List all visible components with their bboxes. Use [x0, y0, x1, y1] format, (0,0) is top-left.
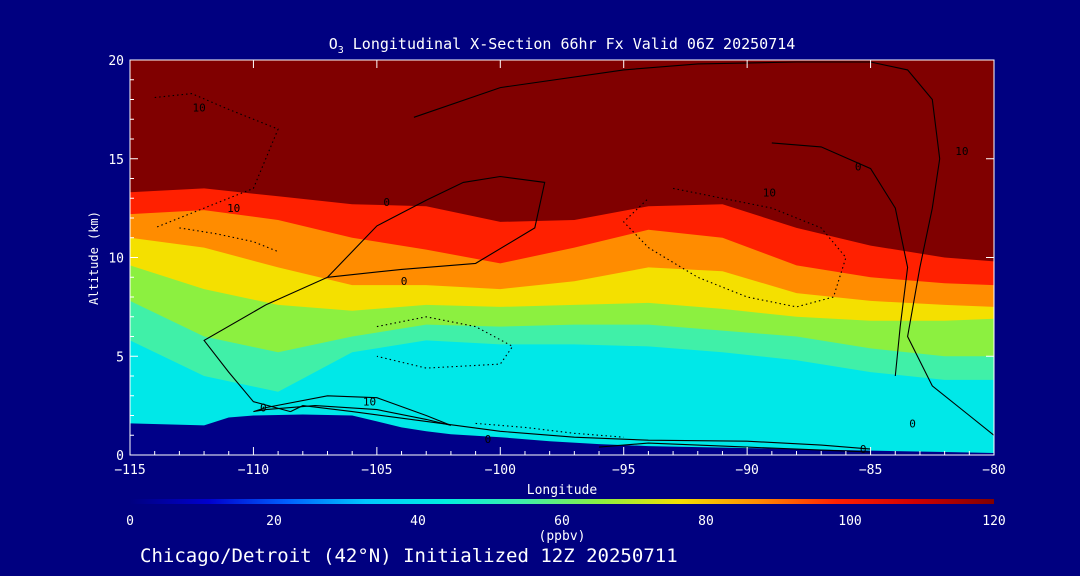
contour-lines	[154, 61, 994, 453]
x-tick-label: −80	[982, 463, 1005, 478]
contour-line-negative	[376, 316, 514, 369]
contour-line-positive	[771, 142, 909, 377]
y-tick-label: 20	[108, 54, 124, 69]
contour-label: 0	[260, 402, 267, 415]
contour-label: 0	[485, 433, 492, 446]
colorbar-tick-label: 60	[554, 514, 570, 529]
contour-label: 10	[227, 202, 240, 215]
colorbar-tick-label: 120	[982, 514, 1005, 529]
contour-label: 0	[401, 275, 408, 288]
contour-label: 0	[860, 443, 867, 456]
contour-line-positive	[203, 175, 546, 413]
colorbar	[130, 499, 994, 504]
band-stratosphere	[130, 60, 994, 262]
y-axis-label: Altitude (km)	[87, 211, 101, 305]
colorbar-tick-label: 40	[410, 514, 426, 529]
x-axis-label: Longitude	[527, 483, 598, 498]
contour-line-negative	[622, 187, 847, 308]
contour-label: 0	[855, 161, 862, 174]
x-tick-label: −105	[361, 463, 392, 478]
contour-label: 10	[955, 145, 968, 158]
y-tick-label: 15	[108, 153, 124, 168]
contour-line-positive	[290, 405, 871, 450]
contour-line-negative	[154, 93, 279, 229]
x-tick-label: −100	[485, 463, 516, 478]
y-tick-label: 5	[116, 350, 124, 365]
colorbar-unit-label: (ppbv)	[539, 529, 586, 544]
x-tick-label: −90	[735, 463, 758, 478]
contour-label: 0	[383, 196, 390, 209]
terrain-mask	[130, 414, 994, 455]
x-tick-label: −95	[612, 463, 635, 478]
contour-labels: 10 10 0 0 10 0 0 10 0 10 0 0	[192, 101, 968, 456]
contour-line-negative	[179, 227, 279, 253]
colorbar-tick-label: 80	[698, 514, 714, 529]
contour-label: 10	[363, 396, 376, 409]
colorbar-tick-label: 100	[838, 514, 861, 529]
contour-line-positive	[253, 395, 452, 426]
contour-line-positive	[413, 61, 994, 436]
colorbar-ticks: 0 20 40 60 80 100 120	[126, 514, 1006, 529]
axis-ticks: −115 −110 −105 −100 −95 −90 −85 −80 0 5 10 15 20	[108, 54, 1005, 478]
x-tick-label: −110	[238, 463, 269, 478]
y-tick-label: 0	[116, 449, 124, 464]
colorbar-tick-label: 0	[126, 514, 134, 529]
colorbar-tick-label: 20	[266, 514, 282, 529]
footer-init-text: Chicago/Detroit (42°N) Initialized 12Z 2…	[140, 545, 678, 567]
y-tick-label: 10	[108, 252, 124, 267]
contour-label: 0	[909, 417, 916, 430]
x-tick-label: −115	[114, 463, 145, 478]
contour-label: 10	[192, 101, 205, 114]
contour-label: 10	[763, 186, 776, 199]
chart-title: O3 Longitudinal X-Section 66hr Fx Valid …	[329, 35, 796, 56]
x-tick-label: −85	[859, 463, 882, 478]
